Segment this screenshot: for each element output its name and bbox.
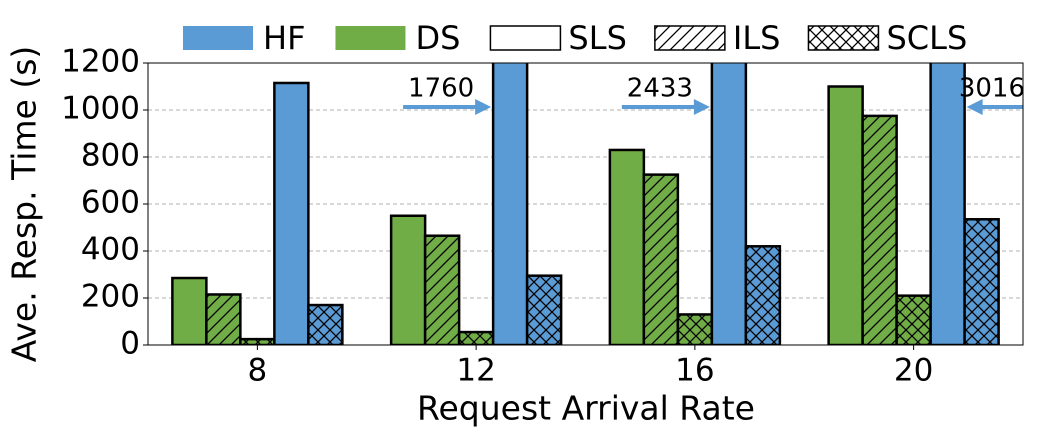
bar [827,85,864,345]
legend-label: DS [415,19,460,57]
legend-swatch [335,26,406,50]
y-tick-label: 600 [81,185,140,221]
bar [273,81,310,345]
legend-swatch [807,25,880,51]
bar [963,218,1000,345]
annotation: 3016 [959,74,1025,104]
legend-swatch [489,25,562,51]
bar [525,274,563,345]
annotation-arrowhead [966,99,983,115]
y-tick-label: 0 [120,326,140,362]
legend-label: ILS [733,19,781,57]
y-tick-label: 200 [81,279,140,315]
legend-label: SCLS [886,19,967,57]
annotation: 1760 [408,74,474,104]
x-tick-label: 8 [248,353,268,389]
bar [457,330,495,345]
annotation-arrowhead [693,99,710,115]
bar [744,245,782,345]
legend-label: HF [263,19,305,57]
y-tick-label: 1000 [61,91,140,127]
bars [171,63,1000,345]
bar [307,303,344,345]
x-tick-label: 12 [456,353,495,389]
bar [491,63,529,345]
x-tick-label: 16 [675,353,714,389]
plot-frame [147,62,1024,346]
bar [642,173,680,345]
legend-label: SLS [568,19,626,57]
bar [423,234,461,345]
bar [710,63,748,345]
x-axis-title: Request Arrival Rate [417,389,755,428]
bar [205,293,242,345]
bar [389,214,427,345]
bar [676,313,714,345]
bar [171,276,208,345]
bar [895,294,932,345]
bar [861,114,898,345]
bar [929,63,966,345]
legend-swatch [183,26,253,50]
bar [608,148,646,345]
x-tick-label: 20 [894,353,933,389]
y-tick-label: 400 [81,232,140,268]
annotation: 2433 [627,74,693,104]
legend-swatch [654,25,726,51]
bar [239,337,276,345]
annotation-arrowhead [475,99,492,115]
y-tick-label: 1200 [61,44,140,80]
y-axis-title: Ave. Resp. Time (s) [5,46,44,363]
y-tick-label: 800 [81,138,140,174]
